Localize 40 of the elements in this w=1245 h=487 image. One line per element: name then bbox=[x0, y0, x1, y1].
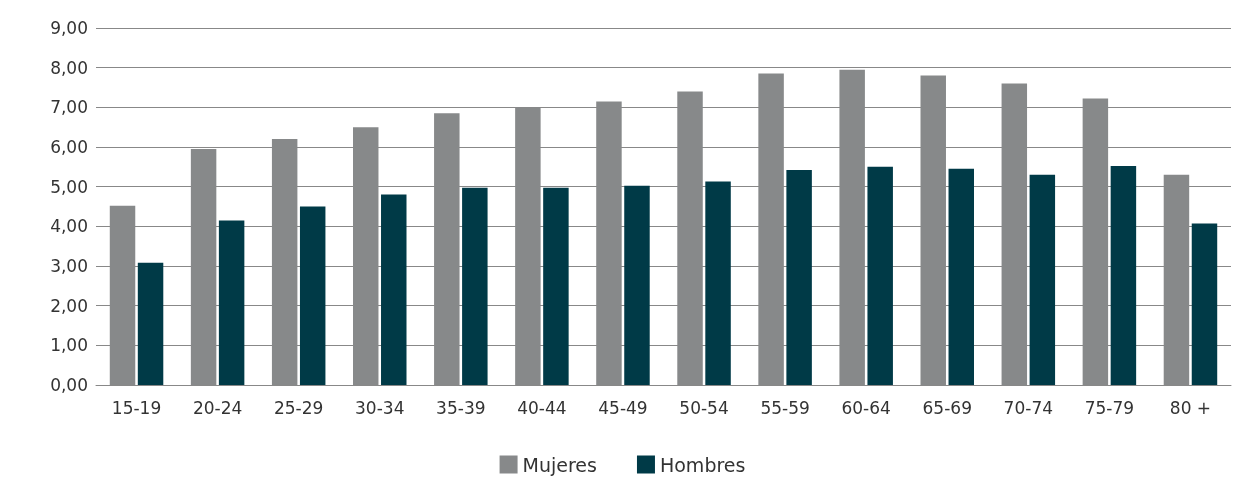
x-tick-label: 35-39 bbox=[436, 397, 486, 418]
bar bbox=[299, 206, 326, 385]
bar bbox=[137, 262, 164, 385]
bar bbox=[218, 220, 245, 385]
bar bbox=[705, 181, 731, 385]
bar bbox=[948, 168, 974, 385]
x-tick-label: 55-59 bbox=[760, 397, 810, 418]
legend-label: Mujeres bbox=[522, 453, 597, 476]
bar bbox=[381, 194, 407, 385]
x-tick-label: 15-19 bbox=[111, 397, 162, 418]
x-tick-label: 50-54 bbox=[679, 397, 729, 418]
y-tick-label: 0,00 bbox=[50, 375, 88, 395]
bar bbox=[624, 185, 650, 385]
y-tick-label: 1,00 bbox=[50, 335, 88, 356]
y-tick-label: 5,00 bbox=[50, 176, 88, 197]
x-tick-label: 45-49 bbox=[598, 397, 648, 418]
x-tick-label: 40-44 bbox=[517, 397, 567, 418]
x-tick-label: 60-64 bbox=[841, 397, 891, 418]
legend-label: Hombres bbox=[659, 453, 746, 476]
x-tick-label: 80 + bbox=[1169, 397, 1212, 418]
x-tick-label: 20-24 bbox=[192, 397, 243, 418]
y-tick-label: 8,00 bbox=[50, 57, 88, 78]
bar bbox=[786, 170, 812, 385]
y-tick-label: 2,00 bbox=[50, 295, 88, 316]
y-tick-label: 6,00 bbox=[50, 137, 88, 157]
x-tick-label: 65-69 bbox=[922, 397, 972, 418]
y-tick-label: 4,00 bbox=[50, 216, 88, 237]
bar bbox=[1110, 166, 1137, 385]
x-tick-label: 75-79 bbox=[1084, 397, 1135, 418]
bar bbox=[1029, 174, 1056, 385]
y-tick-label: 9,00 bbox=[50, 18, 88, 38]
bar bbox=[1191, 223, 1218, 385]
x-tick-label: 70-74 bbox=[1003, 397, 1054, 418]
x-tick-label: 25-29 bbox=[273, 397, 324, 418]
bar bbox=[462, 187, 488, 385]
x-tick-label: 30-34 bbox=[355, 397, 405, 418]
bar bbox=[543, 187, 569, 385]
y-tick-label: 3,00 bbox=[50, 256, 88, 276]
bar bbox=[867, 166, 893, 385]
y-tick-label: 7,00 bbox=[50, 97, 88, 118]
